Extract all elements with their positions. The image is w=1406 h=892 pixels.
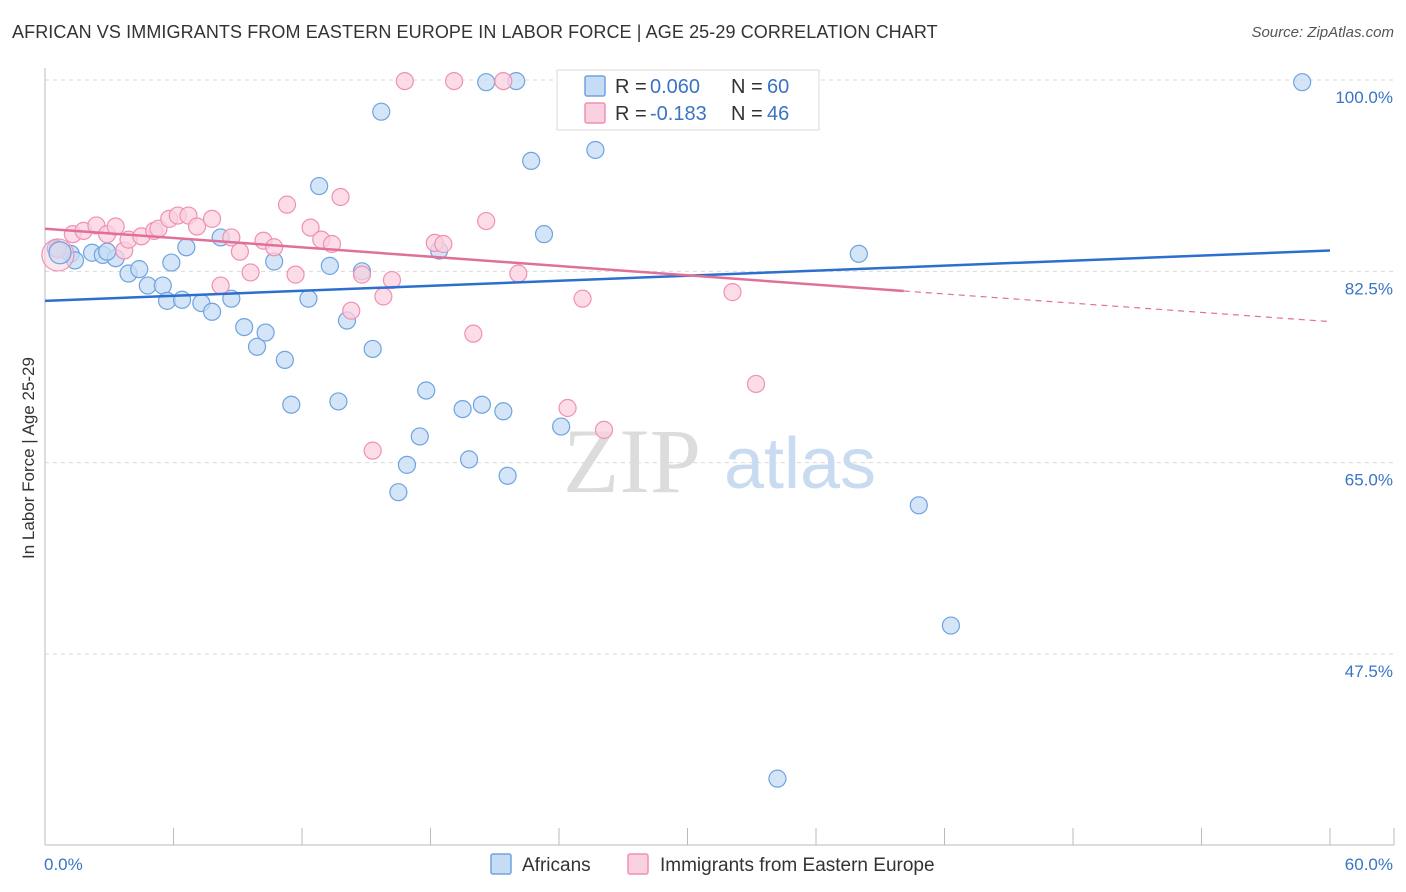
y-axis-label: In Labor Force | Age 25-29 bbox=[19, 357, 38, 559]
point-africans bbox=[941, 616, 961, 635]
point-africans bbox=[909, 496, 928, 515]
point-africans bbox=[1293, 73, 1312, 92]
legend-r-label-africans: R = bbox=[615, 76, 647, 98]
point-eastern-europe bbox=[723, 283, 742, 302]
point-eastern-europe bbox=[301, 218, 320, 237]
point-eastern-europe bbox=[331, 187, 350, 207]
point-eastern-europe bbox=[594, 420, 614, 439]
point-africans bbox=[372, 102, 391, 121]
point-africans bbox=[586, 140, 605, 160]
point-africans bbox=[202, 302, 222, 321]
point-eastern-europe bbox=[494, 71, 513, 91]
point-africans bbox=[177, 238, 196, 257]
point-africans bbox=[522, 151, 541, 171]
point-africans bbox=[247, 337, 267, 356]
point-africans bbox=[494, 402, 513, 421]
point-africans bbox=[153, 276, 172, 295]
point-eastern-europe bbox=[746, 374, 766, 394]
point-africans bbox=[275, 350, 294, 369]
point-africans bbox=[282, 395, 301, 414]
legend-n-value-africans: 60 bbox=[767, 76, 789, 98]
legend-n-label-eastern-europe: N = bbox=[731, 103, 763, 125]
legend-r-value-eastern-europe: -0.183 bbox=[650, 103, 707, 125]
trend-line-eastern-europe bbox=[44, 227, 904, 293]
watermark-zip: ZIP bbox=[563, 410, 701, 512]
point-africans bbox=[459, 450, 479, 469]
legend-swatch-eastern-europe bbox=[584, 102, 606, 124]
watermark: ZIP atlas bbox=[563, 410, 876, 512]
point-eastern-europe bbox=[395, 71, 414, 91]
watermark-atlas: atlas bbox=[724, 424, 876, 504]
x-tick-label: 60.0% bbox=[1345, 855, 1393, 874]
point-africans bbox=[417, 381, 436, 400]
y-tick-label: 82.5% bbox=[1345, 279, 1393, 298]
point-eastern-europe bbox=[352, 265, 372, 284]
axes-layer: 47.5% 65.0% 82.5% 100.0% 0.0% 60.0% bbox=[44, 68, 1395, 874]
point-africans bbox=[768, 769, 787, 788]
point-africans bbox=[552, 417, 571, 436]
grid-layer bbox=[45, 79, 1394, 655]
correlation-legend: R = 0.060 N = 60 R = -0.183 N = 46 bbox=[556, 69, 820, 131]
point-eastern-europe bbox=[509, 264, 528, 283]
point-eastern-europe bbox=[202, 209, 222, 228]
point-africans bbox=[363, 339, 382, 359]
point-africans bbox=[235, 317, 254, 337]
point-eastern-europe bbox=[573, 289, 592, 308]
legend-n-value-eastern-europe: 46 bbox=[767, 103, 789, 125]
bottom-legend-eastern-europe: Immigrants from Eastern Europe bbox=[660, 855, 935, 876]
point-africans bbox=[172, 290, 192, 309]
point-africans bbox=[397, 455, 417, 474]
point-eastern-europe bbox=[374, 287, 393, 306]
point-eastern-europe bbox=[444, 71, 464, 91]
y-tick-label: 100.0% bbox=[1335, 88, 1393, 107]
point-africans bbox=[162, 253, 181, 272]
point-cluster-africans bbox=[48, 241, 72, 265]
point-eastern-europe bbox=[464, 324, 483, 343]
point-eastern-europe bbox=[277, 195, 297, 214]
point-africans bbox=[256, 323, 275, 342]
point-eastern-europe bbox=[211, 276, 230, 295]
point-eastern-europe bbox=[265, 238, 284, 257]
point-africans bbox=[534, 225, 554, 244]
point-africans bbox=[849, 244, 868, 263]
point-africans bbox=[453, 399, 472, 419]
legend-swatch-africans bbox=[584, 75, 606, 97]
bottom-legend-swatch-eastern-europe bbox=[627, 853, 649, 875]
point-africans bbox=[320, 256, 339, 275]
point-africans bbox=[130, 260, 149, 279]
point-africans bbox=[299, 289, 318, 308]
legend-n-label-africans: N = bbox=[731, 76, 763, 98]
point-eastern-europe bbox=[241, 263, 260, 282]
bottom-legend-africans: Africans bbox=[522, 855, 591, 876]
point-eastern-europe bbox=[477, 211, 496, 231]
point-eastern-europe bbox=[230, 242, 249, 261]
point-eastern-europe bbox=[187, 217, 207, 236]
point-africans bbox=[329, 392, 348, 411]
point-eastern-europe bbox=[342, 301, 361, 320]
series-legend: Africans Immigrants from Eastern Europe bbox=[490, 853, 935, 876]
point-africans bbox=[472, 395, 491, 414]
y-tick-label: 65.0% bbox=[1345, 471, 1393, 490]
point-africans bbox=[310, 176, 329, 196]
legend-r-label-eastern-europe: R = bbox=[615, 103, 647, 125]
point-africans bbox=[477, 73, 496, 92]
point-africans bbox=[498, 466, 517, 485]
source-label: Source: ZipAtlas.com bbox=[1251, 24, 1394, 41]
x-tick-label: 0.0% bbox=[44, 855, 83, 874]
point-africans bbox=[98, 242, 117, 261]
point-africans bbox=[410, 427, 429, 446]
chart-title: AFRICAN VS IMMIGRANTS FROM EASTERN EUROP… bbox=[12, 22, 938, 42]
point-eastern-europe bbox=[382, 270, 402, 290]
legend-r-value-africans: 0.060 bbox=[650, 76, 700, 98]
trend-layer bbox=[44, 227, 1331, 323]
point-africans bbox=[389, 483, 408, 502]
point-eastern-europe bbox=[434, 234, 453, 254]
point-eastern-europe bbox=[286, 265, 305, 284]
y-tick-label: 47.5% bbox=[1345, 662, 1393, 681]
bottom-legend-swatch-africans bbox=[490, 853, 512, 875]
trend-line-eastern-europe-extension bbox=[903, 290, 1331, 323]
point-eastern-europe bbox=[363, 441, 382, 460]
point-eastern-europe bbox=[558, 398, 577, 418]
